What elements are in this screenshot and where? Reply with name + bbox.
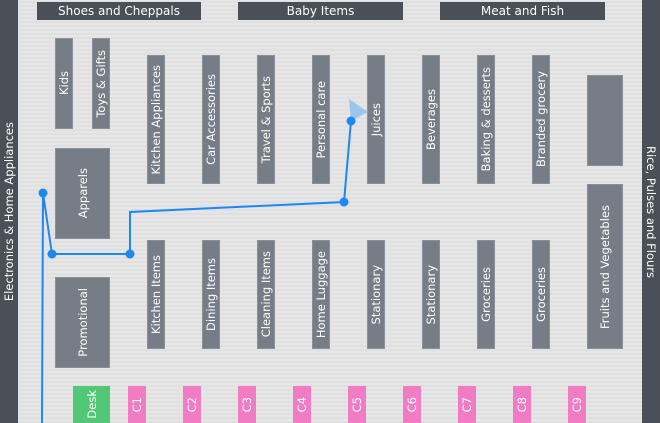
wall-top-2[interactable]: Baby Items (238, 2, 403, 20)
wall-top-1[interactable]: Shoes and Cheppals (37, 2, 201, 20)
wall-left[interactable]: Electronics & Home Appliances (0, 0, 18, 423)
aisle-bottom[interactable]: Groceries (477, 240, 495, 349)
aisle-bottom[interactable]: Stationary (422, 240, 440, 349)
wall-top-label: Shoes and Cheppals (58, 4, 180, 18)
aisle-top[interactable]: Car Accessories (202, 55, 220, 184)
aisle-bottom[interactable]: Kitchen Items (147, 240, 165, 349)
section-unlabeled[interactable] (587, 75, 623, 166)
checkout-counter[interactable]: C1 (128, 386, 146, 423)
aisle-bottom[interactable]: Dining Items (202, 240, 220, 349)
aisle-top[interactable]: Branded grocery (532, 55, 550, 184)
checkout-counter[interactable]: C7 (458, 386, 476, 423)
aisle-top[interactable]: Kitchen Appliances (147, 55, 165, 184)
aisle-bottom[interactable]: Cleaning Items (257, 240, 275, 349)
section-promotional[interactable]: Promotional (55, 277, 110, 368)
section-kids[interactable]: Kids (55, 38, 73, 129)
route-path (41, 120, 352, 423)
section-fruits[interactable]: Fruits and Vegetables (587, 184, 623, 349)
wall-top-label: Meat and Fish (480, 4, 565, 18)
checkout-counter[interactable]: C8 (513, 386, 531, 423)
desk[interactable]: Desk (73, 386, 110, 423)
aisle-top[interactable]: Baking & desserts (477, 55, 495, 184)
wall-top-3[interactable]: Meat and Fish (440, 2, 605, 20)
aisle-top[interactable]: Travel & Sports (257, 55, 275, 184)
heading-cone-icon (349, 99, 368, 121)
aisle-top[interactable]: Personal care (312, 55, 330, 184)
checkout-counter[interactable]: C2 (183, 386, 201, 423)
wall-top-label: Baby Items (286, 4, 355, 18)
section-toys[interactable]: Toys & Gifts (92, 38, 110, 129)
route-waypoint[interactable] (47, 249, 57, 259)
section-apparels[interactable]: Apparels (55, 148, 110, 239)
wall-right-label: Rice, Pulses and Flours (644, 145, 658, 278)
wall-right[interactable]: Rice, Pulses and Flours (642, 0, 660, 423)
aisle-bottom[interactable]: Groceries (532, 240, 550, 349)
current-location-icon[interactable] (346, 116, 356, 126)
aisle-bottom[interactable]: Home Luggage (312, 240, 330, 349)
checkout-counter[interactable]: C6 (403, 386, 421, 423)
route-waypoint[interactable] (125, 249, 135, 259)
route-waypoint[interactable] (339, 197, 349, 207)
aisle-bottom[interactable]: Stationary (367, 240, 385, 349)
checkout-counter[interactable]: C4 (293, 386, 311, 423)
route-waypoint[interactable] (38, 188, 48, 198)
aisle-top[interactable]: Juices (367, 55, 385, 184)
checkout-counter[interactable]: C3 (238, 386, 256, 423)
checkout-counter[interactable]: C5 (348, 386, 366, 423)
checkout-counter[interactable]: C9 (568, 386, 586, 423)
aisle-top[interactable]: Beverages (422, 55, 440, 184)
